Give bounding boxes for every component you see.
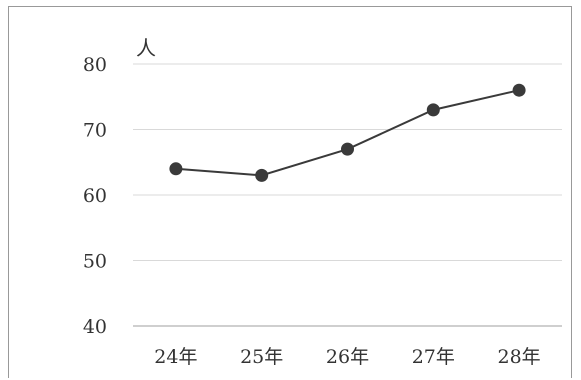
chart-frame [8, 6, 572, 378]
x-tick-label: 26年 [326, 346, 369, 368]
data-point [512, 83, 526, 97]
data-point [426, 103, 440, 117]
series-line [175, 89, 520, 177]
data-point [255, 168, 269, 182]
data-point [341, 142, 354, 156]
y-tick-label: 70 [83, 120, 107, 142]
y-tick-label: 40 [83, 316, 107, 338]
x-axis-ticks: 24年 25年 26年 27年 28年 [154, 346, 540, 368]
series-layer [169, 83, 526, 182]
data-point [169, 162, 183, 176]
y-tick-label: 50 [83, 251, 107, 273]
x-tick-label: 25年 [240, 346, 283, 368]
y-tick-label: 80 [83, 54, 107, 76]
x-tick-label: 28年 [498, 346, 541, 368]
x-tick-label: 24年 [154, 346, 197, 368]
gridlines [133, 63, 562, 327]
x-tick-label: 27年 [412, 346, 455, 368]
y-axis-unit-label: 人 [136, 36, 156, 60]
y-tick-label: 60 [83, 185, 107, 207]
y-axis-ticks: 40 50 60 70 80 [83, 54, 107, 338]
